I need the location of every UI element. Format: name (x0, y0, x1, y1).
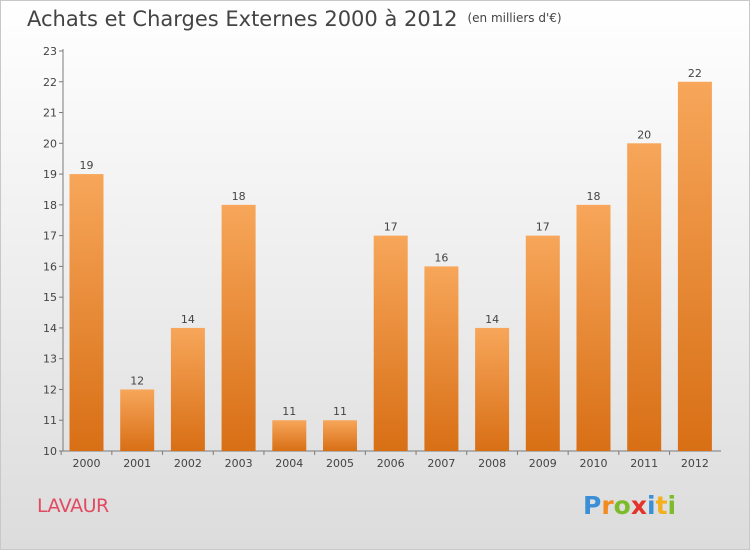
y-tick-label: 22 (43, 76, 57, 89)
title-text: Achats et Charges Externes 2000 à 2012 (27, 7, 458, 31)
bar-value-label: 22 (688, 67, 702, 80)
bar (373, 235, 408, 451)
bar-value-label: 11 (333, 405, 347, 418)
y-tick-label: 15 (43, 291, 57, 304)
y-tick-label: 13 (43, 353, 57, 366)
y-tick-label: 19 (43, 168, 57, 181)
logo-letter: i (667, 491, 677, 520)
x-tick-label: 2010 (580, 457, 608, 470)
bar-value-label: 14 (181, 313, 195, 326)
y-tick-label: 23 (43, 45, 57, 58)
bar (272, 420, 307, 451)
bar-value-label: 17 (384, 221, 398, 234)
x-tick-label: 2012 (681, 457, 709, 470)
logo-letter: i (647, 491, 656, 520)
x-tick-label: 2003 (225, 457, 253, 470)
y-tick-label: 10 (43, 445, 57, 458)
x-tick-label: 2008 (478, 457, 506, 470)
bar (120, 389, 155, 451)
y-tick-label: 16 (43, 260, 57, 273)
bar-value-label: 14 (485, 313, 499, 326)
bar (69, 174, 104, 452)
bar-value-label: 18 (232, 190, 246, 203)
bar-value-label: 16 (434, 251, 448, 264)
chart-title: Achats et Charges Externes 2000 à 2012 (e… (27, 7, 562, 31)
x-tick-label: 2009 (529, 457, 557, 470)
bar-value-label: 12 (130, 374, 144, 387)
logo-letter: t (655, 491, 668, 520)
unit-label: (en milliers d'€) (467, 11, 562, 25)
y-tick-label: 18 (43, 199, 57, 212)
bar (170, 327, 205, 451)
x-tick-label: 2002 (174, 457, 202, 470)
bar (221, 204, 256, 451)
x-tick-label: 2005 (326, 457, 354, 470)
bar (525, 235, 560, 451)
bar-value-label: 17 (536, 221, 550, 234)
x-tick-label: 2006 (377, 457, 405, 470)
x-tick-label: 2000 (73, 457, 101, 470)
bar-value-label: 19 (80, 159, 94, 172)
bar-value-label: 18 (587, 190, 601, 203)
bar (677, 81, 712, 452)
x-tick-label: 2001 (123, 457, 151, 470)
logo-letter: o (613, 491, 631, 520)
bar-value-label: 20 (637, 128, 651, 141)
proxiti-logo: Proxiti (583, 491, 676, 520)
y-tick-label: 21 (43, 107, 57, 120)
y-tick-label: 17 (43, 230, 57, 243)
bar (424, 266, 459, 451)
bar (627, 143, 662, 452)
x-tick-label: 2007 (427, 457, 455, 470)
y-tick-label: 20 (43, 137, 57, 150)
y-tick-label: 11 (43, 414, 57, 427)
bar (576, 204, 611, 451)
commune-name: LAVAUR (37, 495, 109, 517)
bar (475, 327, 510, 451)
logo-letter: r (601, 491, 614, 520)
logo-letter: P (583, 491, 602, 520)
y-tick-label: 14 (43, 322, 57, 335)
x-tick-label: 2004 (275, 457, 303, 470)
x-tick-label: 2011 (630, 457, 658, 470)
bar-value-label: 11 (282, 405, 296, 418)
y-tick-label: 12 (43, 383, 57, 396)
logo-letter: x (630, 491, 647, 520)
bar (323, 420, 357, 451)
